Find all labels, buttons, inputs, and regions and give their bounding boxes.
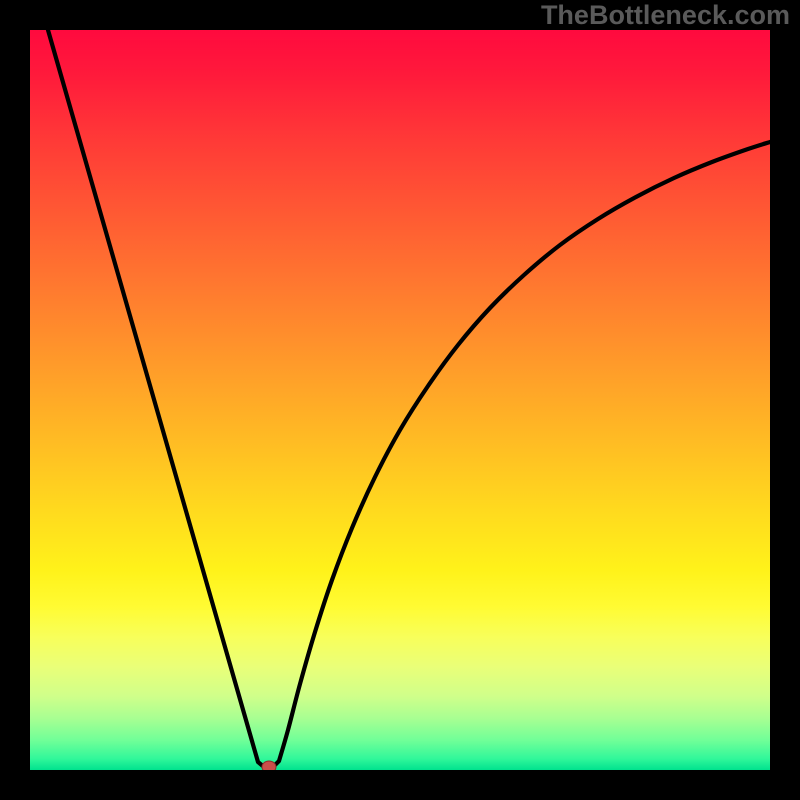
minimum-marker — [262, 761, 276, 770]
watermark-text: TheBottleneck.com — [541, 0, 790, 31]
frame-bottom — [0, 770, 800, 800]
frame-right — [770, 0, 800, 800]
plot-svg — [30, 30, 770, 770]
plot-area — [30, 30, 770, 770]
gradient-background — [30, 30, 770, 770]
frame-left — [0, 0, 30, 800]
